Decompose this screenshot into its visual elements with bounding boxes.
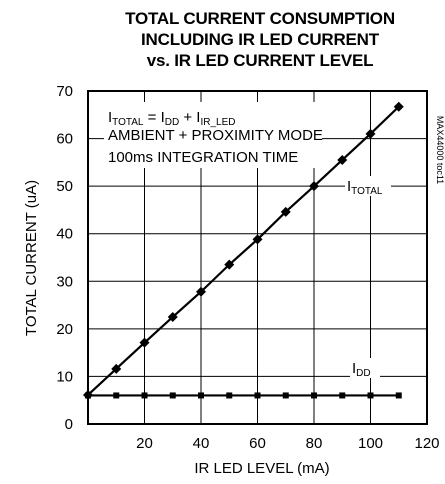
itotal-main: I	[347, 178, 351, 195]
idd-label-bg	[350, 358, 380, 378]
data-point-itotal	[337, 154, 348, 165]
y-tick-label: 0	[65, 416, 73, 433]
plot-frame	[87, 90, 428, 425]
y-tick-label: 10	[56, 368, 73, 385]
series-line-itotal	[87, 105, 400, 396]
data-point-itotal	[139, 337, 150, 348]
data-point-idd	[141, 392, 148, 399]
y-tick-label: 40	[56, 226, 73, 243]
chart-title-line-2: INCLUDING IR LED CURRENT	[141, 30, 379, 49]
data-point-idd	[311, 392, 317, 399]
series-layer	[83, 101, 404, 400]
x-tick-labels: 20 40 60 80 100 120	[136, 435, 439, 452]
idd-main: I	[352, 360, 356, 377]
data-point-idd	[85, 392, 91, 399]
y-tick-label: 50	[56, 178, 73, 195]
data-point-itotal	[393, 101, 404, 112]
data-point-itotal	[111, 363, 122, 374]
series-label-itotal: ITOTAL	[347, 178, 383, 197]
data-point-idd	[198, 392, 204, 399]
data-point-idd	[282, 392, 289, 399]
x-tick-label: 80	[306, 435, 323, 452]
data-point-idd	[395, 392, 402, 399]
eq-i-total: I	[108, 109, 112, 126]
data-point-idd	[367, 392, 374, 399]
data-point-itotal	[252, 234, 263, 245]
annotation-integration: 100ms INTEGRATION TIME	[108, 149, 298, 166]
eq-irled-sub: IR_LED	[200, 117, 235, 128]
data-point-itotal	[167, 311, 178, 322]
annotation-background	[104, 102, 322, 168]
data-point-itotal	[280, 206, 291, 217]
eq-equals-idd: = I	[143, 109, 164, 126]
y-tick-label: 30	[56, 273, 73, 290]
y-tick-label: 60	[56, 131, 73, 148]
idd-sub: DD	[356, 368, 370, 379]
eq-total-sub: TOTAL	[112, 117, 144, 128]
x-axis-label: IR LED LEVEL (mA)	[194, 460, 329, 477]
x-tick-label: 20	[136, 435, 153, 452]
x-tick-label: 40	[193, 435, 210, 452]
itotal-label-bg	[345, 176, 391, 196]
annotation-equation: ITOTAL = IDD + IIR_LED	[108, 109, 235, 128]
y-tick-label: 70	[56, 83, 73, 100]
data-point-idd	[254, 392, 261, 399]
data-point-itotal	[365, 128, 376, 139]
annotation-block: ITOTAL = IDD + IIR_LED AMBIENT + PROXIMI…	[104, 102, 323, 168]
data-point-idd	[339, 392, 346, 399]
itotal-sub: TOTAL	[351, 186, 383, 197]
annotation-mode: AMBIENT + PROXIMITY MODE	[108, 127, 323, 144]
x-tick-label: 120	[414, 435, 439, 452]
eq-plus-i: + I	[179, 109, 200, 126]
data-point-itotal	[224, 259, 235, 270]
chart-title: TOTAL CURRENT CONSUMPTION INCLUDING IR L…	[90, 8, 430, 71]
data-point-itotal	[309, 181, 319, 192]
eq-dd-sub: DD	[165, 117, 179, 128]
data-point-idd	[169, 392, 176, 399]
x-tick-label: 100	[358, 435, 383, 452]
chart-title-line-1: TOTAL CURRENT CONSUMPTION	[125, 9, 395, 28]
y-axis-label: TOTAL CURRENT (uA)	[23, 180, 40, 336]
side-reference-label: MAX44000 toc11	[435, 116, 445, 184]
series-label-idd: IDD	[352, 360, 371, 379]
y-tick-labels: 0 10 20 30 40 50 60 70	[56, 83, 73, 433]
x-tick-label: 60	[249, 435, 266, 452]
data-point-itotal	[196, 286, 206, 297]
chart-title-line-3: vs. IR LED CURRENT LEVEL	[146, 51, 374, 70]
y-tick-label: 20	[56, 321, 73, 338]
data-point-idd	[113, 392, 120, 399]
data-point-idd	[226, 392, 233, 399]
